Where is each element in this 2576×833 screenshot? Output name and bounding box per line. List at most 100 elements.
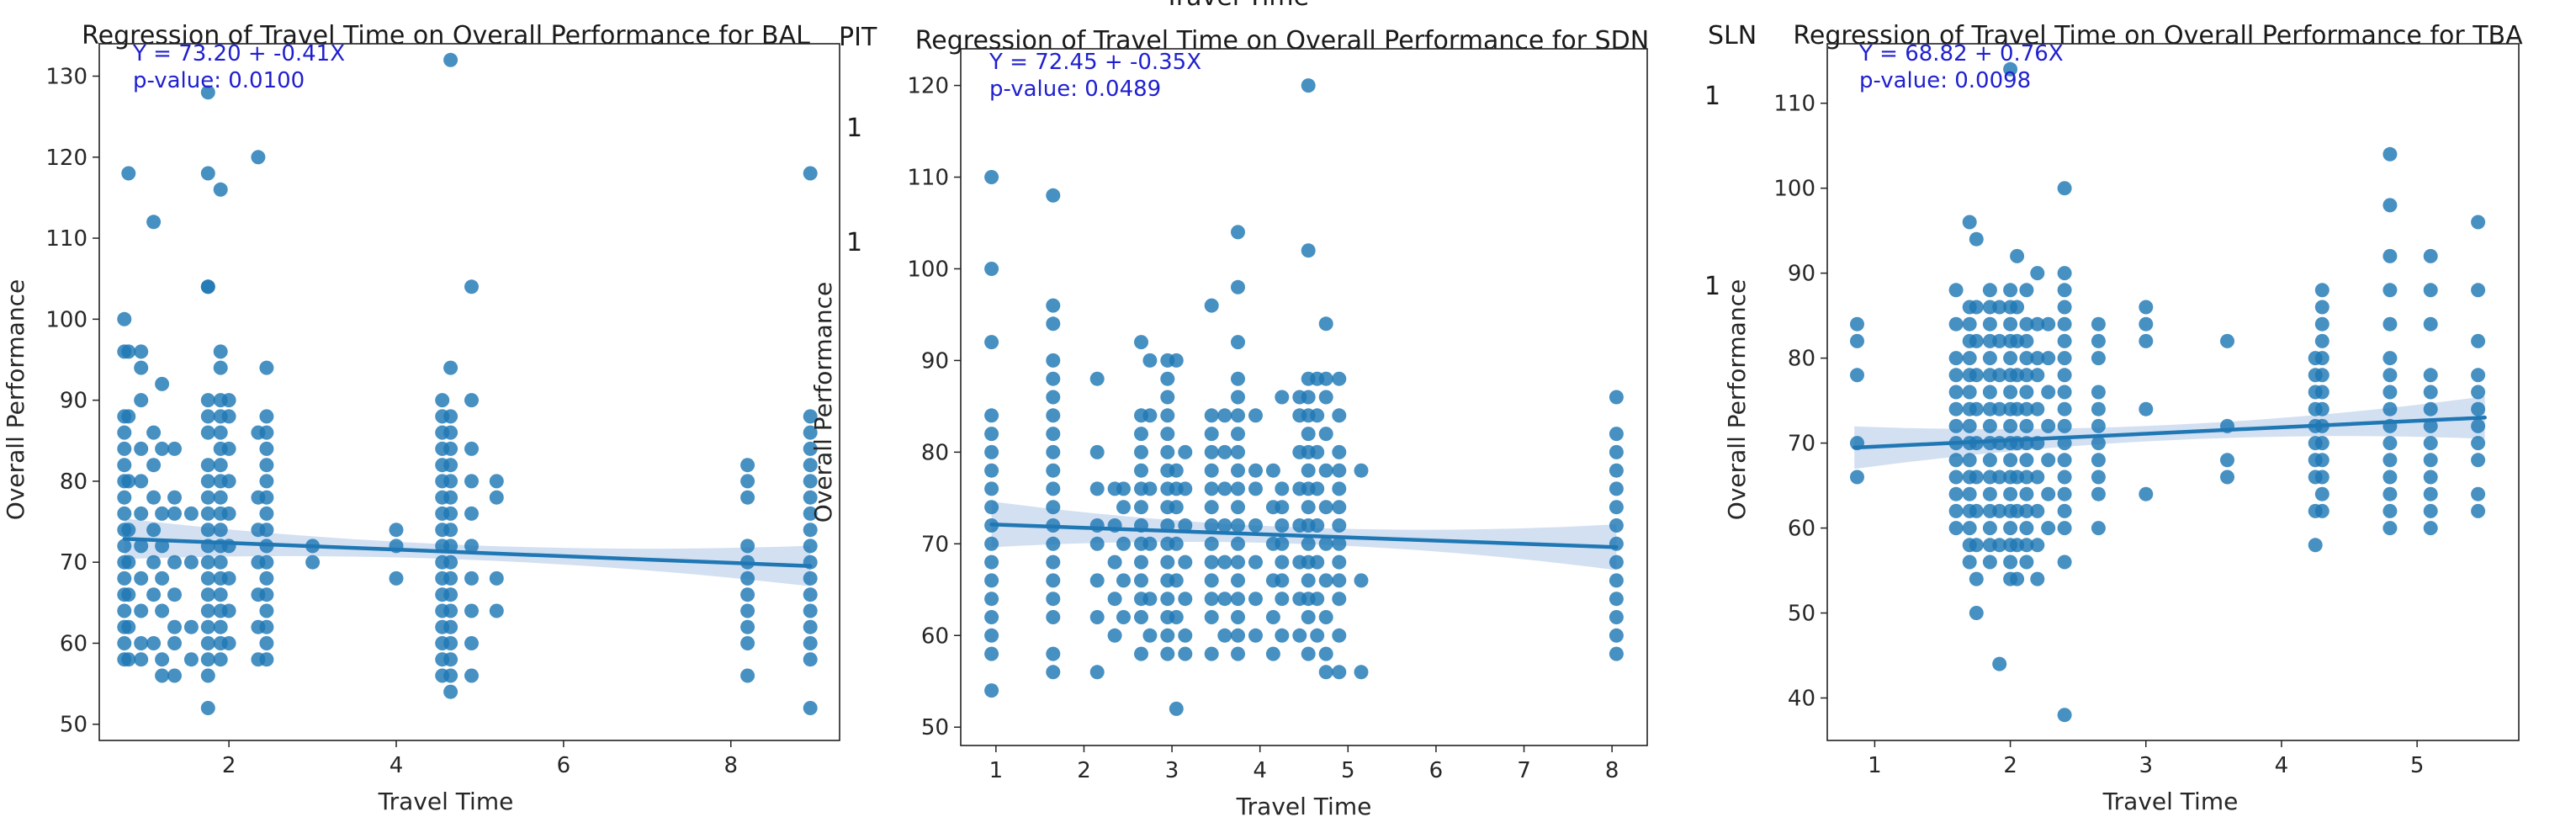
data-point (1178, 592, 1193, 607)
data-point (1089, 371, 1105, 386)
data-point (984, 427, 999, 442)
data-point (200, 409, 215, 424)
y-tick-label: 100 (907, 257, 949, 282)
data-point (2383, 436, 2398, 451)
y-tick-label: 70 (1788, 432, 1815, 457)
y-tick-label: 110 (45, 226, 87, 252)
data-point (2314, 300, 2330, 315)
data-point (443, 506, 458, 521)
data-point (183, 619, 199, 634)
data-point (2091, 453, 2106, 468)
data-point (134, 636, 149, 650)
data-point (1231, 444, 1245, 459)
data-point (803, 701, 818, 715)
data-point (1275, 518, 1290, 533)
data-point (1134, 463, 1148, 478)
data-point (1332, 481, 1347, 496)
data-point (146, 458, 162, 473)
data-point (155, 668, 170, 683)
data-point (1982, 351, 1997, 366)
data-point (1275, 536, 1290, 551)
data-point (2019, 521, 2034, 536)
data-point (984, 170, 999, 184)
data-point (2383, 198, 2398, 213)
data-point (1169, 463, 1184, 478)
data-point (740, 570, 755, 586)
data-point (740, 636, 755, 650)
data-point (1142, 353, 1158, 368)
data-point (803, 570, 818, 586)
y-tick-label: 80 (921, 440, 949, 465)
fit-line-layer (1852, 416, 2487, 450)
data-point (1134, 610, 1148, 624)
data-point (2139, 486, 2154, 501)
data-point (200, 701, 215, 715)
data-point (1318, 463, 1333, 478)
regression-equation: Y = 68.82 + 0.76X (1858, 41, 2064, 66)
data-point (984, 628, 999, 643)
data-point (443, 603, 458, 618)
data-point (1046, 316, 1061, 332)
data-point (2019, 453, 2034, 468)
data-point (2003, 554, 2018, 570)
x-tick-label: 1 (989, 758, 1004, 783)
data-point (2057, 351, 2072, 366)
data-point (1046, 500, 1061, 515)
data-point (2314, 470, 2330, 485)
data-point (121, 474, 136, 489)
data-point (1169, 573, 1184, 588)
data-point (1217, 481, 1232, 496)
x-axis-label: Travel Time (2102, 788, 2239, 815)
data-point (2019, 554, 2034, 570)
data-point (1046, 610, 1061, 624)
data-point (2423, 418, 2438, 433)
data-point (1969, 606, 1984, 620)
clipped-right-tick-2: 1 (1704, 272, 1720, 301)
data-point (443, 490, 458, 505)
data-point (1089, 573, 1105, 588)
data-point (1969, 538, 1984, 553)
data-point (1992, 538, 2007, 553)
data-point (443, 409, 458, 424)
data-point (2003, 385, 2018, 400)
x-tick-label: 3 (2139, 753, 2153, 778)
data-point (117, 490, 132, 505)
data-point (155, 570, 170, 586)
x-tick-label: 8 (724, 753, 738, 778)
data-point (259, 619, 274, 634)
panel-sdn: Regression of Travel Time on Overall Per… (809, 26, 1649, 820)
data-point (803, 603, 818, 618)
data-point (1089, 610, 1105, 624)
data-point (1332, 628, 1347, 643)
data-point (1310, 444, 1325, 459)
data-point (259, 554, 274, 570)
data-point (1354, 573, 1369, 588)
data-point (1160, 390, 1175, 405)
data-point (259, 523, 274, 538)
data-point (1046, 646, 1061, 661)
data-point (1107, 592, 1122, 607)
data-point (1046, 390, 1061, 405)
data-point (1107, 628, 1122, 643)
x-axis-label: Travel Time (1236, 793, 1372, 820)
data-point (121, 652, 136, 667)
data-point (1046, 592, 1061, 607)
x-tick-label: 2 (222, 753, 236, 778)
data-point (2423, 521, 2438, 536)
data-point (1178, 518, 1193, 533)
data-point (2057, 333, 2072, 348)
data-point (984, 335, 999, 350)
data-point (134, 506, 149, 521)
data-point (1850, 470, 1864, 485)
data-point (1231, 518, 1245, 533)
data-point (2003, 453, 2018, 468)
data-point (2220, 453, 2234, 468)
data-point (2057, 181, 2072, 196)
y-axis-label: Overall Performance (2, 279, 29, 520)
data-point (1609, 500, 1624, 515)
x-tick-label: 7 (1517, 758, 1531, 783)
data-point (2019, 351, 2034, 366)
data-point (2041, 453, 2056, 468)
data-point (2003, 486, 2018, 501)
